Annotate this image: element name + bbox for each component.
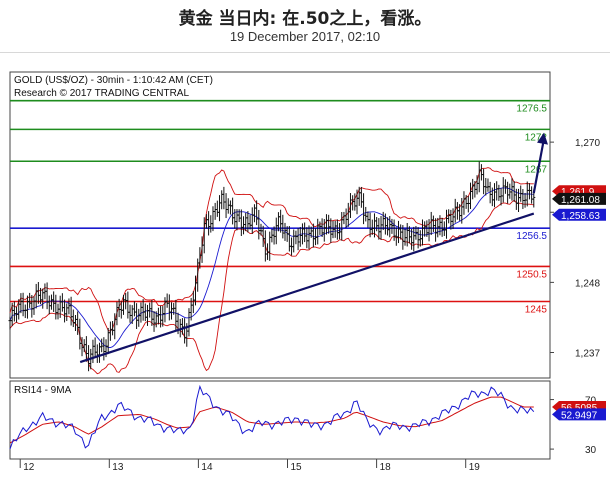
support-trendline [79, 212, 535, 364]
rsi-marker-label: 52.9497 [561, 410, 598, 421]
level-label: 1245 [525, 305, 548, 316]
price-marker-label: 1,258.63 [561, 211, 600, 222]
level-label: 1250.5 [516, 269, 547, 280]
level-label: 1256.5 [516, 231, 547, 242]
header: 黄金 当日内: 在.50之上，看涨。 19 December 2017, 02:… [0, 0, 610, 50]
x-tick-label: 15 [291, 462, 303, 473]
rsi-y-tick-label: 30 [585, 445, 597, 456]
rsi-line [9, 384, 535, 450]
price-marker-box [552, 208, 606, 221]
x-tick-label: 14 [201, 462, 213, 473]
x-tick-label: 19 [469, 462, 481, 473]
price-marker-label: 1,261.9 [561, 187, 595, 198]
x-tick-label: 18 [380, 462, 392, 473]
page-title: 黄金 当日内: 在.50之上，看涨。 [178, 9, 432, 29]
forecast-arrow-shaft [532, 138, 546, 194]
header-divider [0, 52, 610, 53]
y-tick-label: 1,237 [575, 349, 600, 360]
rsi-panel-frame [9, 380, 551, 460]
rsi-title: RSI14 - 9MA [14, 385, 72, 396]
y-tick-label: 1,248 [575, 278, 600, 289]
main-panel-frame [9, 71, 551, 379]
price-marker-box [552, 192, 606, 205]
x-tick-label: 13 [112, 462, 124, 473]
bollinger-lower [9, 199, 534, 375]
level-label: 1276.5 [516, 104, 547, 115]
x-tick-label: 12 [23, 462, 35, 473]
page-subtitle: 19 December 2017, 02:10 [229, 29, 381, 44]
instrument-label: GOLD (US$/OZ) - 30min - 1:10:42 AM (CET) [14, 75, 213, 86]
source-label: Research © 2017 TRADING CENTRAL [14, 88, 189, 99]
rsi-ma-line [9, 396, 534, 444]
forecast-arrow-head [537, 132, 548, 145]
price-marker-label: 1,261.08 [561, 195, 600, 206]
level-label: 1267 [525, 164, 548, 175]
level-label: 1272 [525, 132, 548, 143]
y-tick-label: 1,270 [575, 138, 600, 149]
rsi-marker-box [552, 408, 606, 421]
